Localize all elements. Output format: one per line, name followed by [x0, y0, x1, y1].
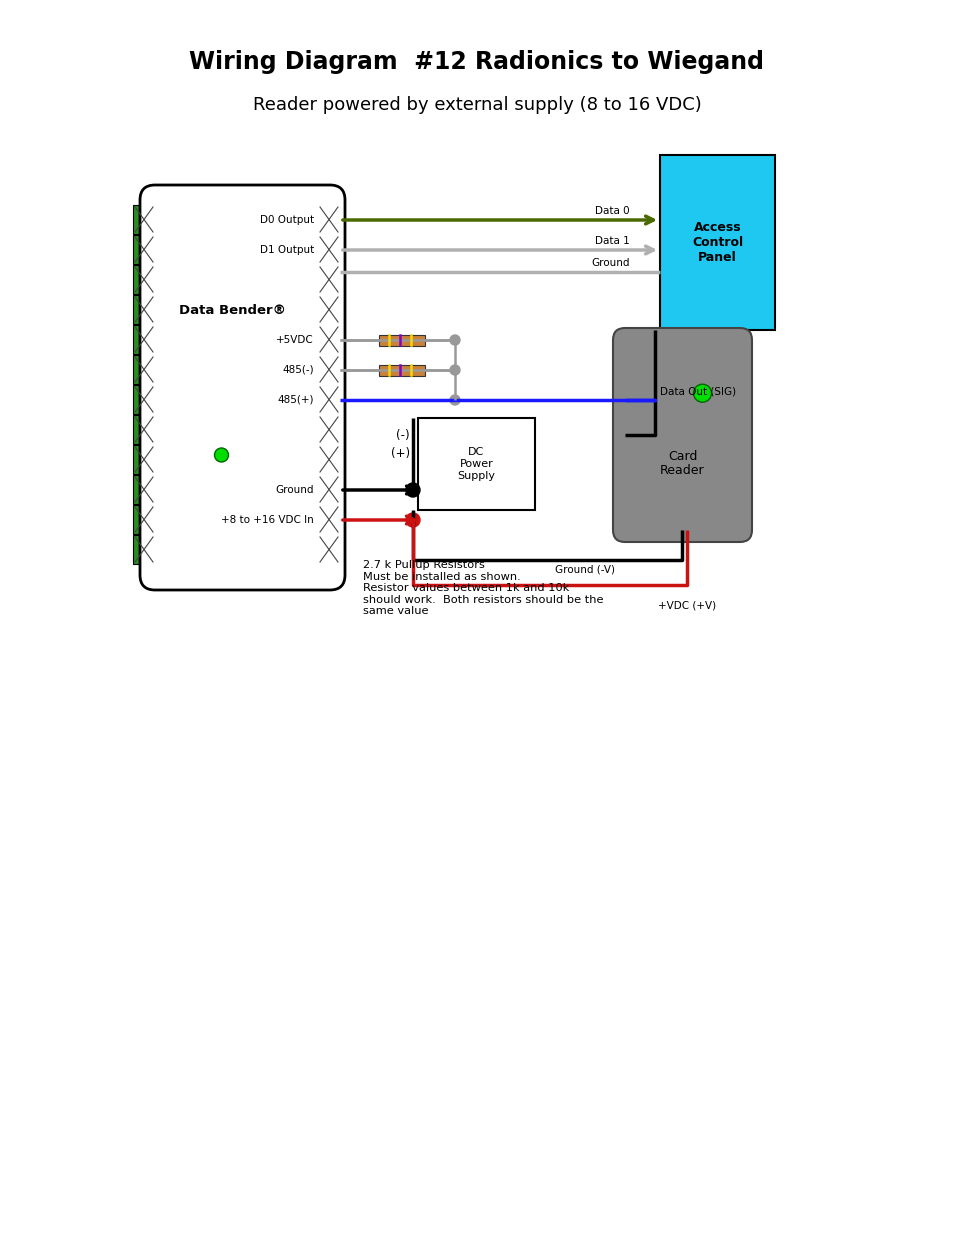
Text: D0 Output: D0 Output [259, 215, 314, 225]
Bar [317, 235, 339, 264]
Text: Wiring Diagram  #12 Radionics to Wiegand: Wiring Diagram #12 Radionics to Wiegand [190, 49, 763, 74]
Circle shape [450, 335, 459, 345]
Bar [132, 205, 154, 233]
Bar [132, 325, 154, 354]
Bar [317, 266, 339, 294]
Bar [132, 354, 154, 384]
Bar [132, 415, 154, 445]
Bar [317, 445, 339, 474]
Bar [317, 354, 339, 384]
FancyBboxPatch shape [613, 329, 751, 542]
Text: 2.7 k Pullup Resistors
Must be installed as shown.
Resistor values between 1k an: 2.7 k Pullup Resistors Must be installed… [363, 559, 603, 616]
Text: 485(+): 485(+) [277, 395, 314, 405]
Text: Reader powered by external supply (8 to 16 VDC): Reader powered by external supply (8 to … [253, 96, 700, 114]
Text: Ground (-V): Ground (-V) [555, 564, 615, 576]
Text: Card
Reader: Card Reader [659, 450, 704, 478]
Bar [659, 156, 774, 330]
Bar [417, 417, 535, 510]
Text: DC
Power
Supply: DC Power Supply [457, 447, 495, 480]
Text: Data Bender®: Data Bender® [179, 304, 286, 316]
Text: 485(-): 485(-) [282, 366, 314, 375]
Bar [317, 205, 339, 233]
Bar [132, 535, 154, 564]
Text: Data 0: Data 0 [595, 206, 629, 216]
Circle shape [406, 483, 419, 496]
Bar [132, 505, 154, 534]
Bar [317, 415, 339, 445]
Circle shape [406, 513, 419, 527]
Text: +VDC (+V): +VDC (+V) [658, 600, 716, 610]
Circle shape [214, 448, 229, 462]
Text: Ground: Ground [591, 258, 629, 268]
Bar [378, 366, 424, 375]
Text: Access
Control
Panel: Access Control Panel [691, 221, 742, 264]
FancyBboxPatch shape [140, 185, 345, 590]
Text: (+): (+) [391, 447, 410, 461]
Text: Data Out (SIG): Data Out (SIG) [659, 387, 736, 396]
Text: +8 to +16 VDC In: +8 to +16 VDC In [221, 515, 314, 525]
Text: (-): (-) [395, 430, 410, 442]
Bar [378, 335, 424, 346]
Text: D1 Output: D1 Output [259, 245, 314, 254]
Bar [132, 475, 154, 504]
Bar [132, 445, 154, 474]
Bar [317, 505, 339, 534]
Circle shape [450, 395, 459, 405]
Circle shape [450, 366, 459, 375]
Bar [317, 325, 339, 354]
Bar [132, 385, 154, 414]
Circle shape [693, 384, 711, 403]
Bar [317, 385, 339, 414]
Bar [317, 295, 339, 324]
Bar [317, 475, 339, 504]
Bar [132, 295, 154, 324]
Text: Data 1: Data 1 [595, 236, 629, 246]
Bar [132, 235, 154, 264]
Bar [132, 266, 154, 294]
Bar [317, 535, 339, 564]
Text: +5VDC: +5VDC [276, 335, 314, 345]
Text: Ground: Ground [275, 485, 314, 495]
